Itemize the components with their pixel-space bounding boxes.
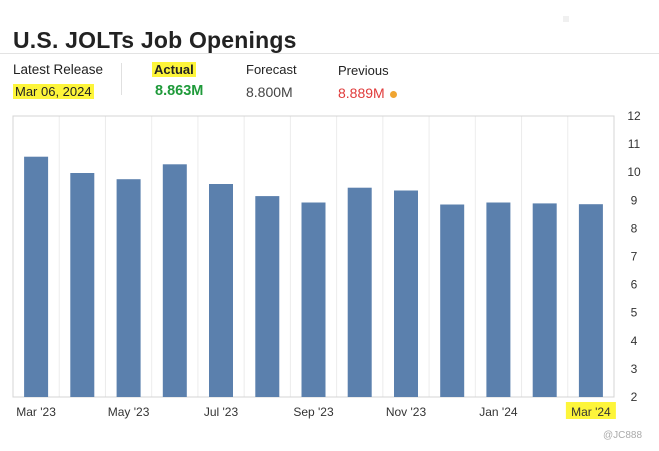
page-title: U.S. JOLTs Job Openings (13, 27, 297, 53)
y-tick-label: 6 (631, 278, 638, 292)
x-axis-ticks: Mar '23 May '23 Jul '23 Sep '23 Nov '23 Jan '… (16, 402, 616, 419)
x-tick-label: Sep '23 (293, 405, 334, 419)
bar (532, 203, 557, 397)
y-tick-label: 3 (631, 362, 638, 376)
x-tick-label: Nov '23 (386, 405, 427, 419)
y-tick-label: 7 (631, 250, 638, 264)
previous-label: Previous (338, 63, 389, 78)
header-divider (0, 53, 659, 54)
bar (209, 184, 233, 397)
previous-value-text: 8.889M (338, 85, 385, 101)
watermark: @JC888 (603, 430, 643, 441)
bar (162, 164, 187, 397)
y-axis-ticks: 2 3 4 5 6 7 8 9 10 11 12 (627, 109, 641, 404)
latest-release-block: Latest Release Mar 06, 2024 (13, 61, 103, 101)
y-tick-label: 12 (627, 109, 641, 123)
x-tick-label: Jul '23 (204, 405, 239, 419)
y-tick-label: 10 (627, 165, 641, 179)
y-tick-label: 5 (631, 306, 638, 320)
bar (347, 187, 372, 397)
y-tick-label: 9 (631, 193, 638, 207)
bar (394, 190, 418, 397)
status-dot-icon (389, 90, 397, 98)
x-tick-label: May '23 (108, 405, 150, 419)
bar (486, 202, 511, 397)
bar (578, 204, 603, 397)
x-tick-label: Mar '23 (16, 405, 56, 419)
bar (116, 179, 141, 397)
bar (70, 173, 95, 397)
bar (24, 156, 49, 397)
actual-value: 8.863M (155, 83, 204, 99)
forecast-label: Forecast (246, 62, 297, 77)
x-tick-highlight (565, 402, 616, 419)
bar (301, 202, 326, 397)
chart-bars (24, 156, 603, 397)
actual-block: Actual 8.863M (152, 61, 203, 100)
forecast-value: 8.800M (246, 84, 293, 100)
x-tick-label: Mar '24 (571, 405, 611, 419)
y-tick-label: 8 (631, 221, 638, 235)
latest-release-value: Mar 06, 2024 (13, 84, 94, 99)
latest-release-label: Latest Release (13, 62, 104, 77)
stats-divider (121, 63, 122, 95)
bar (255, 196, 280, 397)
x-tick-label: Jan '24 (479, 405, 518, 419)
actual-label: Actual (152, 62, 196, 77)
y-tick-label: 4 (631, 334, 638, 348)
y-tick-label: 11 (628, 137, 641, 151)
previous-block: Previous 8.889M (338, 62, 397, 103)
forecast-block: Forecast 8.800M (246, 61, 297, 102)
bar (440, 204, 465, 397)
decorative-mark (563, 16, 569, 22)
y-tick-label: 2 (631, 390, 638, 404)
previous-value: 8.889M (338, 85, 397, 101)
